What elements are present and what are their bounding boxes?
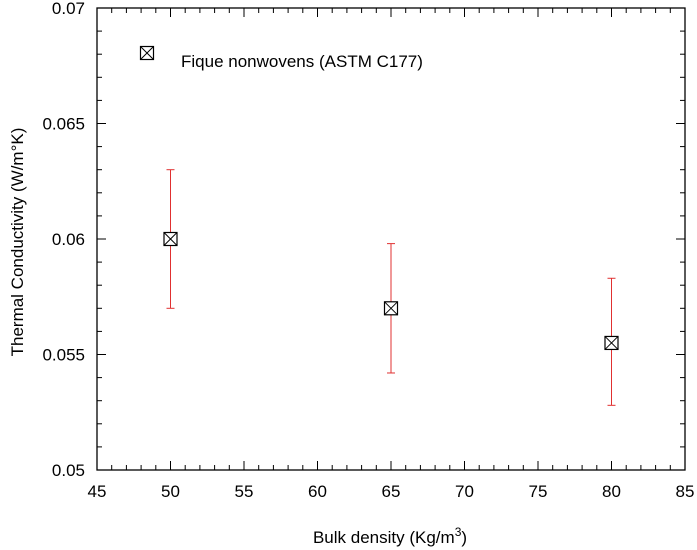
- y-tick-label: 0.055: [42, 346, 85, 365]
- x-tick-label: 65: [382, 482, 401, 501]
- x-tick-label: 70: [455, 482, 474, 501]
- x-tick-label: 45: [88, 482, 107, 501]
- y-tick-label: 0.06: [52, 230, 85, 249]
- legend: Fique nonwovens (ASTM C177): [139, 45, 423, 71]
- x-tick-label: 80: [602, 482, 621, 501]
- x-axis-ticks: 45 50 55 60 65 70 75 80 85: [88, 8, 695, 501]
- legend-label: Fique nonwovens (ASTM C177): [181, 52, 423, 71]
- data-point-marker: [163, 231, 178, 247]
- x-tick-label: 60: [308, 482, 327, 501]
- x-axis-label: Bulk density (Kg/m3): [313, 525, 467, 547]
- legend-marker-symbol: [139, 45, 155, 61]
- x-tick-label: 85: [676, 482, 695, 501]
- y-axis-label: Thermal Conductivity (W/m°K): [8, 128, 27, 357]
- error-bars: [166, 169, 616, 406]
- legend-marker: [139, 45, 155, 61]
- data-markers: [163, 231, 619, 351]
- data-point-marker: [383, 301, 399, 316]
- plot-frame: [96, 7, 686, 471]
- y-axis-ticks: 0.05 0.055 0.06 0.065 0.07: [42, 0, 685, 480]
- x-tick-label: 55: [235, 482, 254, 501]
- y-tick-label: 0.07: [52, 0, 85, 18]
- y-tick-label: 0.05: [52, 461, 85, 480]
- y-tick-label: 0.065: [42, 115, 85, 134]
- x-tick-label: 75: [529, 482, 548, 501]
- plot-border: [96, 7, 686, 471]
- x-tick-label: 50: [161, 482, 180, 501]
- data-point-marker: [604, 335, 619, 351]
